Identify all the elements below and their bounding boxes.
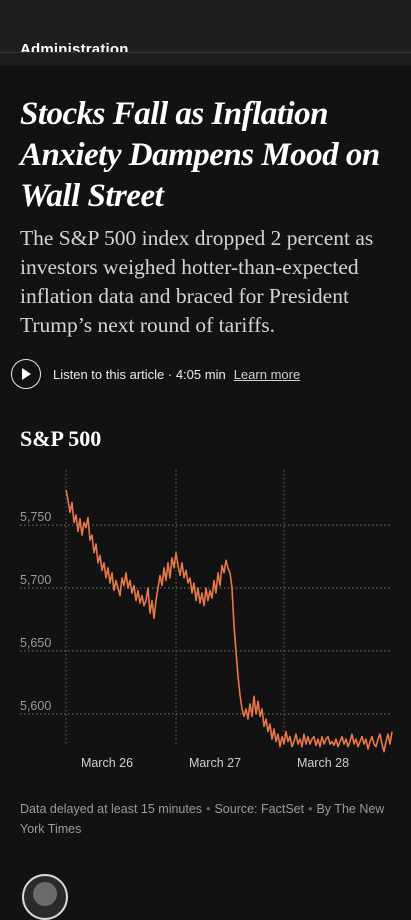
chart-source: Data delayed at least 15 minutes • Source:… [20, 802, 385, 836]
sp500-chart: 5,750 5,700 5,650 5,600 March 26 March 27 Marc… [20, 470, 393, 770]
article-headline: Stocks Fall as Inflation Anxiety Dampens… [20, 96, 380, 214]
x-tick-label: March 27 [189, 756, 241, 770]
article-summary: The S&P 500 index dropped 2 percent as i… [20, 226, 374, 337]
delay-note: Data delayed at least 15 minutes [20, 802, 203, 816]
learn-more-link[interactable]: Learn more [233, 366, 301, 382]
avatar-icon[interactable] [22, 874, 68, 920]
y-tick-label: 5,750 [20, 510, 51, 524]
play-button[interactable] [11, 359, 41, 389]
x-tick-label: March 26 [81, 756, 133, 770]
y-tick-label: 5,600 [20, 699, 51, 713]
listen-label: Listen to this article · 4:05 min [53, 366, 226, 382]
byline[interactable]: By The New York Times [20, 802, 385, 836]
y-tick-label: 5,700 [20, 573, 51, 587]
top-bar: Administration [0, 0, 411, 66]
section-label[interactable]: Administration [20, 41, 129, 52]
x-tick-label: March 28 [297, 756, 349, 770]
source-note: Source: FactSet [214, 802, 305, 816]
play-icon [22, 368, 31, 380]
y-tick-label: 5,650 [20, 636, 51, 650]
listen-bar: Listen to this article · 4:05 min Learn … [11, 358, 401, 390]
sp500-line [65, 489, 393, 753]
top-divider [0, 52, 411, 53]
chart-title: S&P 500 [20, 426, 102, 451]
